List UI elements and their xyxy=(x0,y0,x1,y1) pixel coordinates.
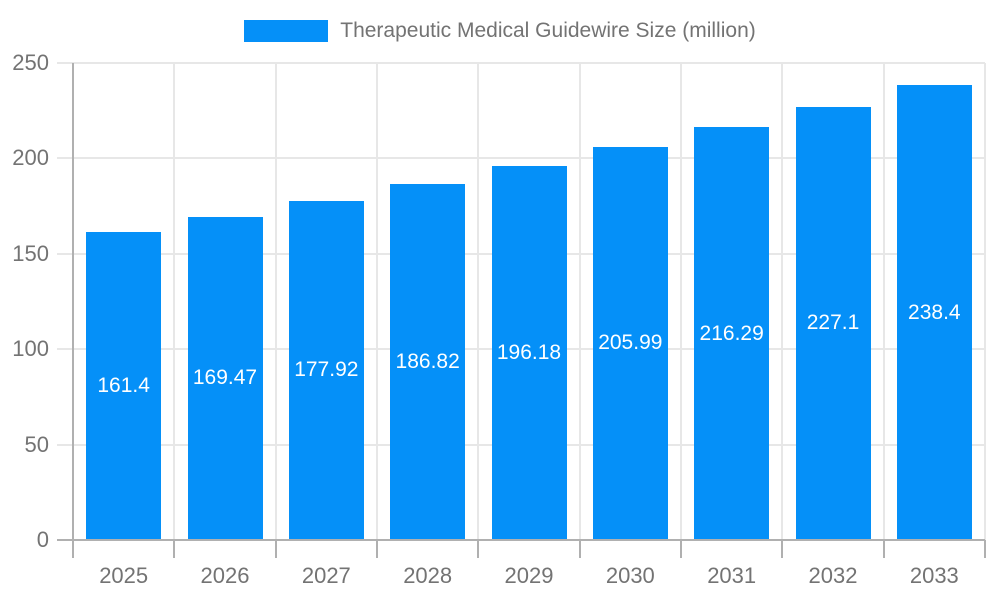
gridline-vertical xyxy=(376,63,378,540)
y-tick-label: 200 xyxy=(12,145,49,171)
y-tick-label: 150 xyxy=(12,240,49,266)
gridline-vertical xyxy=(680,63,682,540)
x-axis-tick xyxy=(680,540,682,558)
x-axis-tick xyxy=(173,540,176,558)
bar-value-label: 169.47 xyxy=(192,366,258,390)
bar-2032[interactable]: 227.1 xyxy=(795,106,871,540)
x-tick-label-2028: 2028 xyxy=(403,563,453,588)
gridline-vertical xyxy=(477,63,480,540)
y-axis-line xyxy=(72,63,74,558)
x-axis-tick xyxy=(781,540,784,558)
y-tick-label: 50 xyxy=(24,431,49,457)
x-tick-label-2032: 2032 xyxy=(808,563,858,588)
bar-2030[interactable]: 205.99 xyxy=(592,146,668,540)
x-axis-tick xyxy=(882,540,885,558)
bar-2026[interactable]: 169.47 xyxy=(187,216,263,540)
gridline-vertical xyxy=(274,63,277,540)
gridline-horizontal xyxy=(57,157,985,160)
x-axis-tick xyxy=(578,540,581,558)
gridline-vertical xyxy=(882,63,885,540)
gridline-vertical xyxy=(578,63,581,540)
gridline-horizontal xyxy=(57,62,985,64)
gridline-vertical xyxy=(984,63,986,540)
bar-value-label: 227.1 xyxy=(806,311,860,335)
bar-2033[interactable]: 238.4 xyxy=(896,85,972,540)
y-tick-label: 250 xyxy=(12,50,49,75)
x-axis-line xyxy=(57,539,985,541)
bar-2031[interactable]: 216.29 xyxy=(694,127,770,540)
y-tick-label: 100 xyxy=(12,336,49,362)
bar-2028[interactable]: 186.82 xyxy=(390,183,466,540)
bar-2027[interactable]: 177.92 xyxy=(288,200,364,540)
bar-2025[interactable]: 161.4 xyxy=(86,232,162,540)
legend[interactable]: Therapeutic Medical Guidewire Size (mill… xyxy=(0,14,1000,48)
x-axis-tick xyxy=(376,540,378,558)
x-axis-tick xyxy=(477,540,480,558)
bar-2029[interactable]: 196.18 xyxy=(491,165,567,540)
x-tick-label-2026: 2026 xyxy=(200,563,250,588)
x-tick-label-2031: 2031 xyxy=(707,563,757,588)
bar-value-label: 161.4 xyxy=(97,374,150,398)
legend-swatch xyxy=(244,20,329,42)
x-tick-label-2033: 2033 xyxy=(909,563,959,588)
x-tick-label-2030: 2030 xyxy=(605,563,655,588)
x-axis-tick xyxy=(984,540,986,558)
bar-value-label: 186.82 xyxy=(395,349,460,373)
y-tick-label: 0 xyxy=(36,527,49,552)
bar-value-label: 238.4 xyxy=(908,300,961,324)
x-tick-label-2025: 2025 xyxy=(99,563,149,588)
gridline-vertical xyxy=(173,63,176,540)
x-axis-tick xyxy=(274,540,277,558)
bar-value-label: 205.99 xyxy=(598,331,663,355)
bar-value-label: 196.18 xyxy=(496,340,562,364)
gridline-vertical xyxy=(781,63,784,540)
x-tick-label-2027: 2027 xyxy=(301,563,351,588)
bar-value-label: 216.29 xyxy=(699,321,764,345)
bar-value-label: 177.92 xyxy=(294,358,359,382)
x-tick-label-2029: 2029 xyxy=(504,563,554,588)
legend-label: Therapeutic Medical Guidewire Size (mill… xyxy=(340,19,756,42)
